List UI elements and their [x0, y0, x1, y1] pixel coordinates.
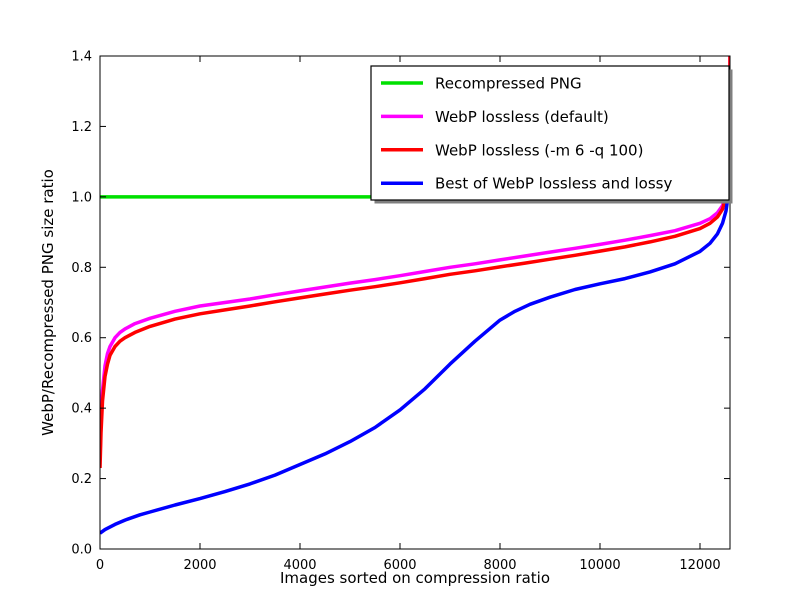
series-line-2 [100, 56, 730, 469]
y-axis-label: WebP/Recompressed PNG size ratio [39, 169, 57, 436]
legend-label-1: WebP lossless (default) [435, 108, 609, 126]
y-tick-label: 0.0 [71, 543, 92, 558]
y-tick-label: 1.0 [71, 190, 92, 205]
y-tick-label: 1.2 [71, 120, 92, 135]
legend-label-2: WebP lossless (-m 6 -q 100) [435, 141, 643, 159]
x-tick-label: 0 [96, 558, 104, 573]
series-line-3 [100, 143, 730, 535]
legend-box [370, 65, 730, 201]
legend-label-0: Recompressed PNG [435, 75, 582, 93]
y-tick-label: 1.4 [71, 50, 92, 65]
legend-label-3: Best of WebP lossless and lossy [435, 175, 672, 193]
series-line-1 [100, 56, 730, 458]
y-tick-label: 0.6 [71, 331, 92, 346]
plot-area: 0 2000 4000 6000 8000 10000 12000 0.0 0.2 0.4 0.6 0… [71, 50, 733, 573]
x-tick-label: 2000 [183, 558, 216, 573]
x-tick-label: 6000 [383, 558, 416, 573]
x-tick-label: 10000 [579, 558, 620, 573]
y-tick-label: 0.2 [71, 472, 92, 487]
x-tick-label: 12000 [679, 558, 720, 573]
x-tick-label: 4000 [283, 558, 316, 573]
legend: Recompressed PNG WebP lossless (default) W… [370, 65, 733, 204]
x-axis-label: Images sorted on compression ratio [280, 569, 550, 587]
y-tick-label: 0.4 [71, 402, 92, 417]
y-tick-label: 0.8 [71, 261, 92, 276]
axes-frame [99, 55, 731, 550]
x-tick-label: 8000 [483, 558, 516, 573]
